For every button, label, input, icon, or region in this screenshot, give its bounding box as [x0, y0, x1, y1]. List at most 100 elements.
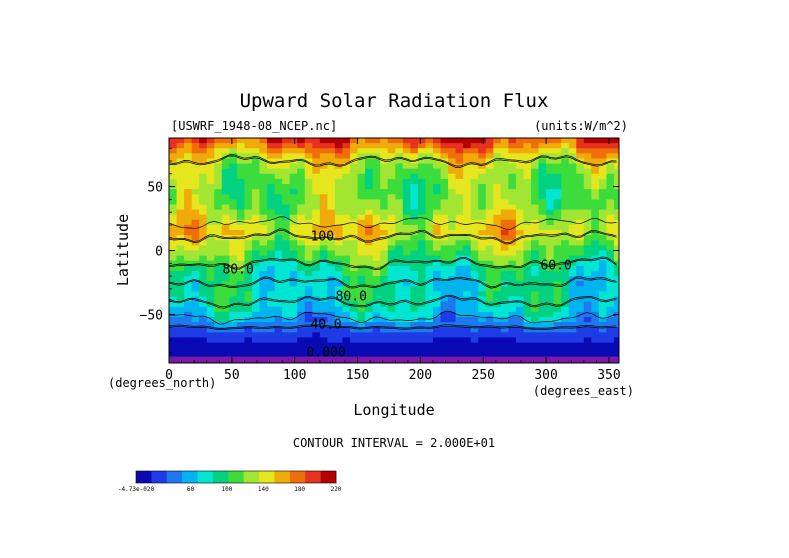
field-cell — [334, 194, 344, 200]
field-cell — [191, 189, 200, 195]
field-cell — [289, 219, 298, 226]
field-cell — [478, 178, 487, 185]
field-cell — [553, 245, 562, 252]
field-cell — [440, 250, 449, 257]
field-cell — [402, 245, 411, 252]
field-cell — [500, 296, 509, 303]
field-cell — [251, 311, 261, 318]
field-cell — [395, 138, 404, 144]
field-cell — [244, 276, 253, 282]
field-cell — [327, 306, 336, 313]
field-cell — [523, 316, 532, 323]
field-cell — [251, 352, 261, 359]
field-cell — [214, 286, 223, 293]
field-cell — [561, 327, 570, 333]
field-cell — [206, 250, 215, 257]
field-cell — [289, 168, 298, 175]
field-cell — [244, 265, 253, 272]
field-cell — [576, 327, 585, 333]
field-cell — [583, 245, 592, 252]
field-cell — [229, 352, 238, 359]
field-cell — [425, 184, 434, 190]
field-cell — [267, 306, 276, 313]
field-cell — [538, 163, 547, 170]
field-cell — [417, 204, 427, 211]
field-cell — [297, 230, 306, 236]
field-cell — [312, 342, 321, 349]
field-cell — [297, 301, 306, 308]
field-cell — [402, 209, 411, 216]
field-cell — [500, 322, 509, 328]
field-cell — [251, 291, 261, 298]
field-cell — [380, 296, 389, 303]
field-cell — [395, 194, 404, 200]
field-cell — [169, 301, 178, 308]
field-cell — [176, 301, 185, 308]
field-cell — [297, 311, 306, 318]
field-cell — [244, 352, 253, 359]
field-cell — [613, 322, 619, 328]
field-cell — [357, 265, 366, 272]
field-cell — [357, 332, 366, 339]
field-cell — [372, 322, 381, 328]
field-cell — [606, 214, 615, 221]
field-cell — [395, 148, 404, 154]
field-cell — [568, 224, 577, 231]
field-cell — [251, 138, 261, 144]
field-cell — [304, 214, 313, 221]
field-cell — [312, 178, 321, 185]
field-cell — [206, 189, 215, 195]
field-cell — [304, 327, 313, 333]
field-cell — [267, 332, 276, 339]
field-cell — [387, 337, 396, 344]
field-cell — [199, 311, 208, 318]
field-cell — [613, 240, 619, 246]
field-cell — [553, 250, 562, 257]
field-cell — [357, 153, 366, 160]
field-cell — [417, 143, 427, 149]
field-cell — [515, 342, 525, 349]
field-cell — [591, 250, 600, 257]
field-cell — [395, 255, 404, 262]
field-cell — [184, 194, 193, 200]
field-cell — [613, 347, 619, 354]
field-cell — [221, 148, 230, 154]
field-cell — [221, 296, 230, 303]
field-cell — [282, 270, 291, 277]
field-cell — [176, 276, 185, 282]
field-cell — [598, 168, 608, 175]
field-cell — [229, 173, 238, 180]
field-cell — [334, 235, 344, 241]
field-cell — [493, 194, 502, 200]
field-cell — [184, 240, 193, 246]
field-cell — [508, 342, 517, 349]
field-cell — [576, 219, 585, 226]
field-cell — [463, 301, 472, 308]
field-cell — [244, 255, 253, 262]
field-cell — [470, 306, 479, 313]
field-cell — [455, 209, 464, 216]
field-cell — [440, 143, 449, 149]
field-cell — [395, 286, 404, 293]
field-cell — [576, 316, 585, 323]
field-cell — [500, 276, 509, 282]
field-cell — [365, 291, 374, 298]
field-cell — [613, 138, 619, 144]
field-cell — [515, 148, 525, 154]
field-cell — [440, 352, 449, 359]
field-cell — [583, 230, 592, 236]
field-cell — [448, 332, 457, 339]
field-cell — [199, 322, 208, 328]
field-cell — [372, 327, 381, 333]
field-cell — [214, 301, 223, 308]
field-cell — [244, 245, 253, 252]
field-cell — [267, 327, 276, 333]
field-cell — [214, 209, 223, 216]
field-cell — [282, 281, 291, 287]
field-cell — [199, 245, 208, 252]
field-cell — [523, 153, 532, 160]
field-cell — [327, 138, 336, 144]
field-cell — [402, 148, 411, 154]
field-cell — [606, 286, 615, 293]
field-cell — [191, 276, 200, 282]
